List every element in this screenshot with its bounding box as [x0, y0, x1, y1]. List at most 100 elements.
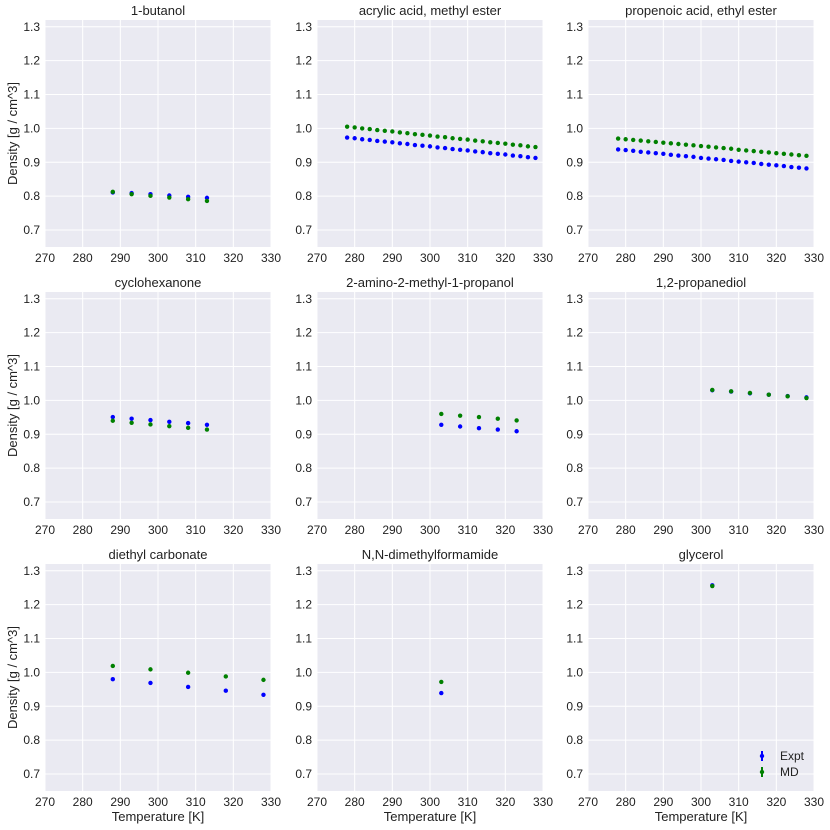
- y-tick-label: 0.9: [566, 427, 583, 441]
- legend-marker-dot-md: [759, 769, 765, 775]
- x-tick-label: 320: [495, 523, 515, 537]
- data-point-md: [435, 134, 440, 139]
- data-point-expt: [204, 422, 210, 428]
- x-tick-label: 300: [420, 523, 440, 537]
- x-tick-label: 270: [307, 523, 327, 537]
- data-point-md: [390, 129, 395, 134]
- x-tick-label: 310: [186, 523, 206, 537]
- y-tick-label: 1.3: [566, 20, 583, 34]
- data-point-expt: [457, 147, 463, 152]
- data-point-expt: [261, 692, 266, 697]
- x-tick-label: 330: [804, 523, 824, 537]
- data-point-expt: [344, 135, 350, 140]
- data-point-md: [661, 140, 666, 145]
- y-tick-label: 0.7: [23, 495, 40, 509]
- data-point-md: [185, 425, 191, 431]
- x-axis-label: Temperature [K]: [384, 809, 477, 824]
- x-tick-label: 300: [691, 523, 711, 537]
- data-point-md: [751, 148, 756, 154]
- x-tick-label: 300: [420, 795, 440, 809]
- y-tick-label: 1.0: [23, 665, 40, 679]
- data-point-expt: [698, 155, 704, 161]
- data-point-md: [728, 389, 734, 394]
- x-tick-label: 280: [616, 523, 636, 537]
- data-point-md: [457, 136, 463, 142]
- y-tick-label: 0.7: [295, 767, 312, 781]
- data-point-md: [204, 427, 210, 432]
- y-tick-label: 0.9: [295, 427, 312, 441]
- data-point-expt: [360, 137, 365, 142]
- data-point-expt: [435, 145, 440, 150]
- y-tick-label: 1.2: [23, 598, 40, 612]
- data-point-expt: [185, 684, 191, 690]
- data-point-md: [397, 130, 403, 135]
- data-point-md: [721, 145, 726, 151]
- x-tick-label: 310: [729, 523, 749, 537]
- chart-panel: 270 280 290 300 310 320 330 0.7 0.8 0.9 1.0 1.1 1.2 1…: [295, 275, 553, 537]
- x-tick-label: 300: [148, 251, 168, 265]
- data-point-md: [518, 143, 523, 148]
- y-tick-label: 0.8: [295, 461, 312, 475]
- y-axis-label: Density [g / cm^3]: [5, 626, 20, 729]
- chart-title: glycerol: [679, 547, 724, 562]
- data-point-md: [495, 416, 500, 421]
- y-axis-label: Density [g / cm^3]: [5, 82, 20, 185]
- data-point-expt: [495, 151, 500, 157]
- x-axis-label: Temperature [K]: [112, 809, 205, 824]
- data-point-md: [747, 390, 753, 396]
- x-tick-label: 310: [186, 251, 206, 265]
- legend-marker-dot-expt: [759, 753, 765, 759]
- x-tick-label: 270: [35, 795, 55, 809]
- x-tick-label: 290: [382, 251, 402, 265]
- y-tick-label: 1.3: [566, 564, 583, 578]
- data-point-md: [710, 387, 715, 393]
- data-point-md: [713, 145, 719, 150]
- data-point-expt: [405, 141, 410, 147]
- x-tick-label: 300: [420, 251, 440, 265]
- y-tick-label: 1.2: [566, 598, 583, 612]
- data-point-md: [774, 150, 779, 156]
- y-tick-label: 1.0: [566, 393, 583, 407]
- chart-panel: 270 280 290 300 310 320 330 0.7 0.8 0.9 1.0 1.1 1.2 1…: [5, 3, 281, 265]
- data-point-expt: [744, 160, 749, 165]
- data-point-expt: [488, 150, 493, 156]
- y-tick-label: 1.2: [295, 598, 312, 612]
- data-point-expt: [525, 155, 531, 160]
- x-tick-label: 280: [616, 795, 636, 809]
- x-tick-label: 270: [35, 251, 55, 265]
- data-point-expt: [390, 140, 395, 145]
- legend: Expt MD: [759, 749, 805, 779]
- data-point-expt: [676, 153, 681, 158]
- x-tick-label: 290: [110, 523, 130, 537]
- x-tick-label: 310: [729, 251, 749, 265]
- data-point-expt: [615, 147, 621, 152]
- y-tick-label: 0.7: [566, 495, 583, 509]
- y-tick-label: 0.9: [295, 155, 312, 169]
- x-tick-label: 320: [495, 251, 515, 265]
- y-tick-label: 0.7: [566, 223, 583, 237]
- x-tick-label: 290: [653, 523, 673, 537]
- data-point-md: [503, 141, 508, 146]
- y-tick-label: 1.3: [295, 292, 312, 306]
- x-tick-label: 280: [345, 251, 365, 265]
- y-tick-label: 0.7: [295, 223, 312, 237]
- data-point-md: [796, 152, 802, 158]
- y-tick-label: 0.8: [295, 733, 312, 747]
- data-point-md: [744, 148, 749, 153]
- y-tick-label: 1.2: [566, 54, 583, 68]
- y-tick-label: 1.0: [566, 121, 583, 135]
- chart-panel: 270 280 290 300 310 320 330 0.7 0.8 0.9 1.0 1.1 1.2 1…: [295, 3, 553, 265]
- data-point-md: [691, 143, 696, 148]
- data-point-expt: [728, 158, 734, 164]
- y-tick-label: 1.2: [295, 54, 312, 68]
- x-tick-label: 280: [73, 251, 93, 265]
- data-point-md: [766, 392, 771, 397]
- data-point-md: [450, 136, 455, 141]
- data-point-md: [465, 137, 470, 142]
- data-point-md: [623, 137, 628, 142]
- y-tick-label: 1.3: [23, 20, 40, 34]
- data-point-md: [638, 138, 643, 143]
- data-point-md: [473, 138, 478, 143]
- data-point-md: [804, 395, 809, 401]
- data-point-expt: [450, 146, 455, 152]
